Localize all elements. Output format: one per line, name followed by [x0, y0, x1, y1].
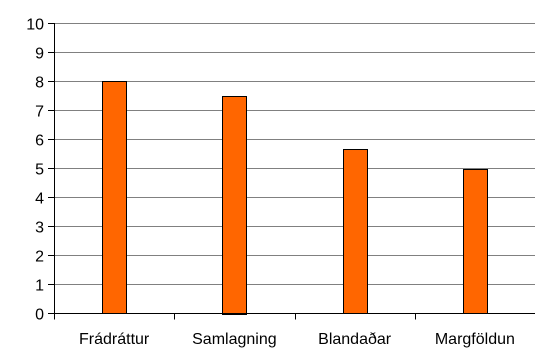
x-category-label: Blandaðar [318, 331, 392, 348]
y-tick-label: 7 [35, 104, 44, 121]
bar-2 [222, 96, 247, 315]
y-tick-label: 4 [35, 191, 44, 208]
y-tick-label: 9 [35, 46, 44, 63]
y-tick-label: 2 [35, 249, 44, 266]
y-tick-label: 6 [35, 133, 44, 150]
y-tick-label: 10 [26, 17, 44, 34]
axes [48, 23, 535, 320]
bar-1 [102, 81, 127, 314]
labels: 0 1 2 3 4 5 6 7 8 9 10 Frádráttur Samlagning Blandaða… [26, 17, 515, 349]
x-category-label: Margföldun [435, 331, 515, 348]
bar-4 [463, 169, 488, 314]
y-tick-label: 5 [35, 162, 44, 179]
x-category-label: Frádráttur [79, 331, 150, 348]
y-tick-label: 3 [35, 220, 44, 237]
y-tick-label: 1 [35, 278, 44, 295]
y-tick-label: 0 [35, 307, 44, 324]
gridlines [54, 23, 535, 285]
y-tick-label: 8 [35, 75, 44, 92]
x-category-label: Samlagning [192, 331, 277, 348]
bar-3 [343, 149, 368, 314]
